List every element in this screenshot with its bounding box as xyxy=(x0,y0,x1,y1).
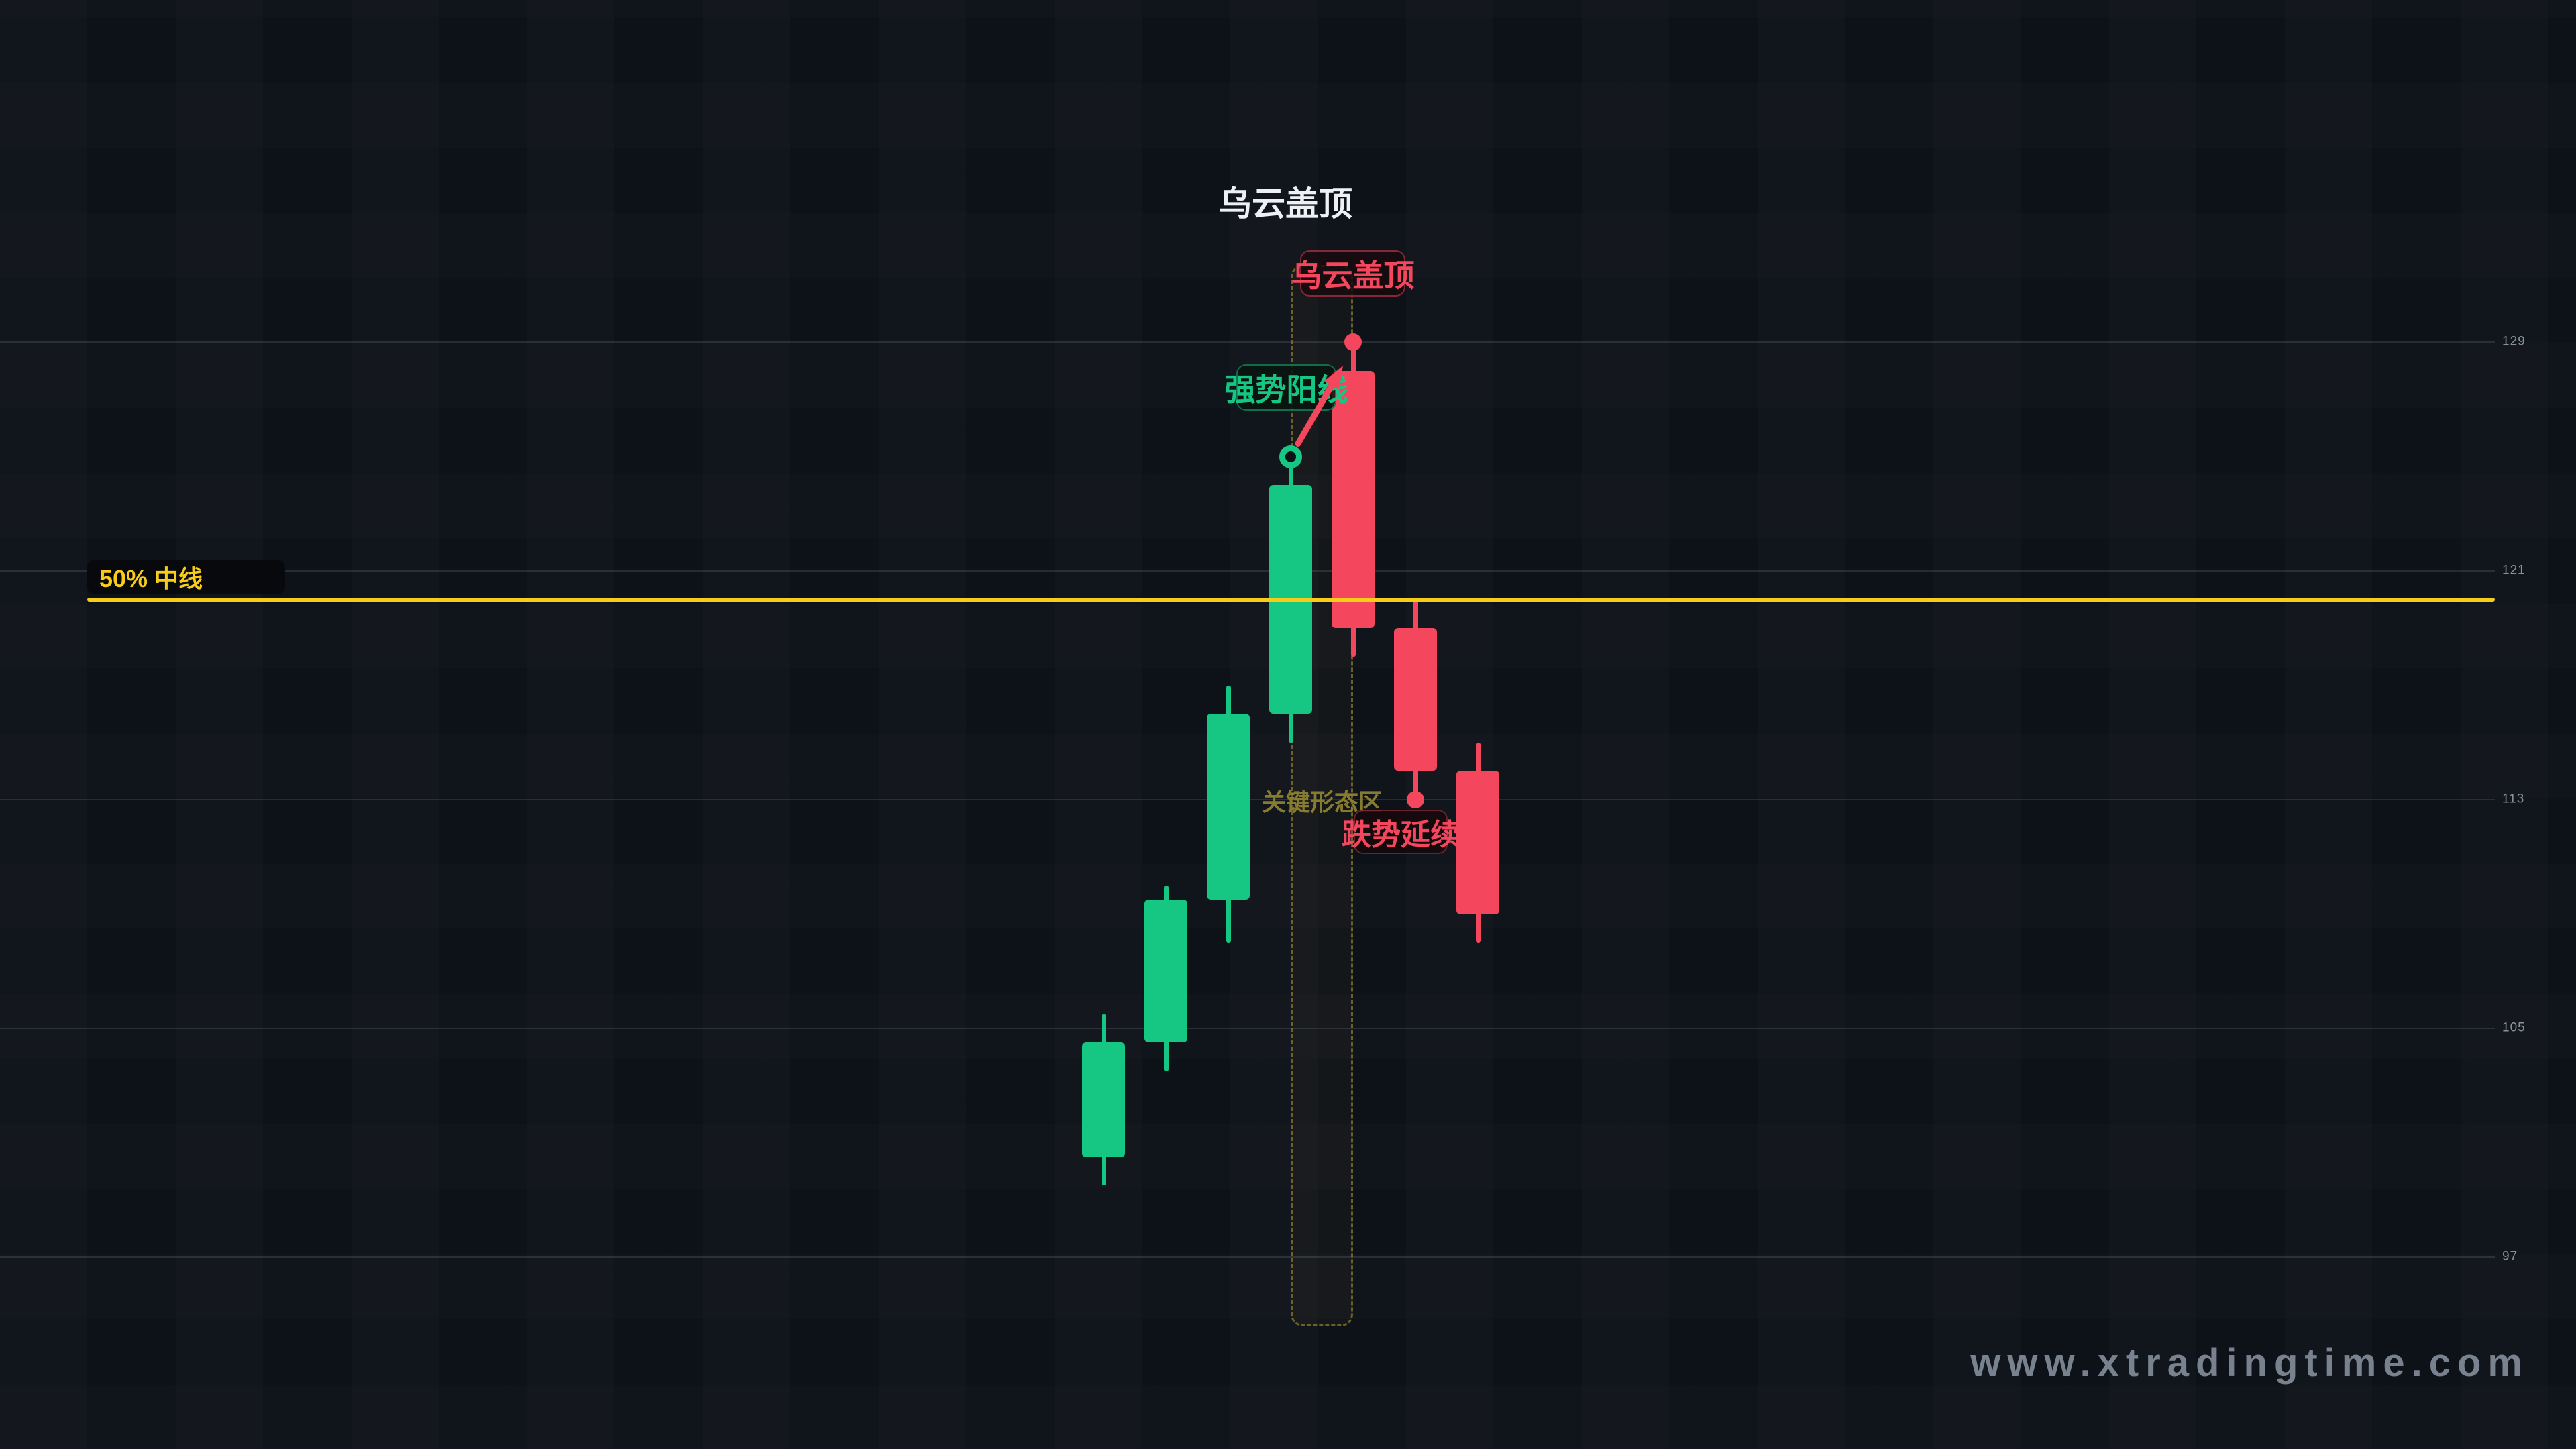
y-axis-tick-label: 97 xyxy=(2502,1249,2518,1264)
y-axis-tick-label: 129 xyxy=(2502,334,2526,349)
y-axis-tick-label: 105 xyxy=(2502,1020,2526,1035)
candle-body xyxy=(1456,771,1499,914)
candle-body xyxy=(1144,900,1187,1043)
bearish-dot-marker xyxy=(1407,791,1424,808)
fifty-percent-midline xyxy=(87,597,2495,602)
y-axis-tick-label: 121 xyxy=(2502,563,2526,578)
gridline xyxy=(0,570,2495,572)
strong-bull-candle-label: 强势阳线 xyxy=(1225,364,1348,411)
dark-cloud-cover-label: 乌云盖顶 xyxy=(1291,250,1415,297)
y-axis-tick-label: 113 xyxy=(2502,792,2525,806)
candle-body xyxy=(1394,628,1437,771)
downtrend-continuation-label: 跌势延续 xyxy=(1342,810,1460,854)
candle-body xyxy=(1207,714,1250,900)
gridline xyxy=(0,341,2495,343)
watermark: www.xtradingtime.com xyxy=(1970,1341,2529,1385)
bearish-dot-marker xyxy=(1344,333,1362,351)
gridline xyxy=(0,1256,2495,1258)
bullish-ring-marker xyxy=(1279,445,1302,468)
page-title: 乌云盖顶 xyxy=(1218,185,1352,223)
candle-body xyxy=(1082,1042,1125,1157)
fifty-percent-midline-label: 50% 中线 xyxy=(87,560,285,594)
gridline xyxy=(0,1028,2495,1029)
